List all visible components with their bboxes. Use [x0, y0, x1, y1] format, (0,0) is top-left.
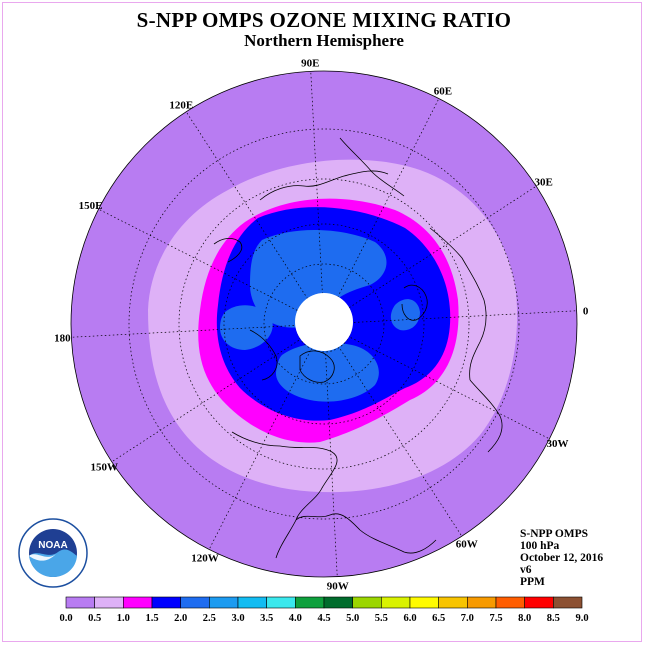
colorbar-tick-label: 6.0	[403, 613, 416, 624]
coastline	[259, 170, 389, 201]
contour-2.0-2.5	[250, 230, 387, 328]
longitude-label: 30W	[546, 438, 568, 450]
longitude-label: 30E	[535, 176, 553, 188]
info-version: v6	[520, 564, 532, 576]
info-date: October 12, 2016	[520, 552, 604, 564]
colorbar-tick-label: 6.5	[432, 613, 445, 624]
contour-2.0-2.5-fourth	[390, 299, 420, 331]
colorbar-swatch	[123, 596, 153, 609]
colorbar-swatch	[237, 596, 267, 609]
page-subtitle: Northern Hemisphere	[244, 31, 404, 50]
colorbar: 0.0 0.5 1.0 1.5 2.0 2.5 3.0 3.5 4.0 4.5 5.0 5.5 6.0 6…	[59, 596, 589, 624]
meridian-line	[111, 340, 300, 463]
colorbar-tick-label: 3.0	[231, 613, 244, 624]
colorbar-tick-label: 1.5	[145, 613, 158, 624]
colorbar-swatch	[94, 596, 124, 609]
latitude-circle	[223, 223, 425, 425]
longitude-labels: 90E 60E 30E 0 30W 60W 90W 120W 150W 180 150E 120E	[54, 57, 589, 592]
colorbar-swatch	[381, 596, 411, 609]
colorbar-tick-label: 3.5	[260, 613, 273, 624]
meridian-line	[98, 208, 298, 311]
map-outline	[70, 70, 578, 578]
coastline	[429, 227, 487, 381]
page-title: S-NPP OMPS OZONE MIXING RATIO	[136, 8, 512, 32]
colorbar-tick-label: 0.0	[59, 613, 72, 624]
colorbar-swatch	[295, 596, 325, 609]
colorbar-tick-label: 2.0	[174, 613, 187, 624]
meridian-line	[340, 348, 463, 537]
info-level: 100 hPa	[520, 540, 560, 552]
contour-2.0-2.5-third	[275, 342, 379, 402]
coastline	[401, 284, 428, 321]
coastline	[469, 379, 503, 453]
meridian-line	[325, 353, 338, 577]
colorbar-tick-label: 8.0	[518, 613, 531, 624]
noaa-logo: NOAA	[18, 518, 88, 588]
longitude-label: 90E	[301, 57, 319, 69]
colorbar-swatch	[65, 596, 95, 609]
colorbar-tick-label: 0.5	[88, 613, 101, 624]
meridian-line	[310, 71, 323, 295]
meridian-line	[337, 98, 440, 298]
colorbar-tick-label: 5.5	[375, 613, 388, 624]
coastlines	[213, 137, 503, 559]
colorbar-swatch	[409, 596, 439, 609]
latitude-circle	[178, 178, 470, 470]
longitude-label: 0	[583, 305, 589, 317]
colorbar-swatch	[553, 596, 583, 609]
longitude-label: 150W	[91, 462, 119, 474]
meridian-line	[350, 337, 550, 440]
latitude-circle	[263, 263, 385, 385]
colorbar-swatch	[524, 596, 554, 609]
colorbar-swatch	[266, 596, 296, 609]
colorbar-swatch	[151, 596, 181, 609]
colorbar-swatch	[352, 596, 382, 609]
meridian-line	[71, 325, 295, 338]
colorbar-swatch	[180, 596, 210, 609]
meridian-line	[208, 350, 311, 550]
longitude-label: 90W	[327, 581, 349, 593]
colorbar-tick-label: 8.5	[547, 613, 560, 624]
info-units: PPM	[520, 576, 545, 588]
colorbar-tick-label: 5.0	[346, 613, 359, 624]
latitude-circle	[128, 128, 520, 520]
map-disc	[71, 71, 577, 577]
colorbar-tick-label: 7.5	[489, 613, 502, 624]
colorbar-tick-label: 1.0	[117, 613, 130, 624]
longitude-label: 60W	[456, 539, 478, 551]
meridian-line	[185, 111, 308, 300]
longitude-label: 150E	[79, 200, 103, 212]
longitude-label: 120W	[191, 552, 219, 564]
colorbar-tick-label: 7.0	[461, 613, 474, 624]
page-frame	[2, 2, 642, 642]
colorbar-tick-label: 2.5	[203, 613, 216, 624]
colorbar-swatch	[467, 596, 497, 609]
longitude-label: 120E	[169, 99, 193, 111]
polar-no-data-hole	[295, 293, 353, 351]
meridian-line	[348, 185, 537, 308]
longitude-label: 180	[54, 333, 71, 345]
colorbar-tick-label: 9.0	[575, 613, 588, 624]
coastline	[295, 513, 437, 554]
colorbar-tick-label: 4.0	[289, 613, 302, 624]
contour-2.0-2.5-second	[220, 305, 273, 350]
coastline	[231, 431, 338, 559]
coastline	[213, 238, 243, 263]
colorbar-tick-label: 4.5	[317, 613, 330, 624]
coastline	[299, 350, 335, 383]
longitude-label: 60E	[434, 86, 452, 98]
colorbar-swatch	[323, 596, 353, 609]
colorbar-swatch	[438, 596, 468, 609]
logo-text: NOAA	[38, 540, 67, 551]
colorbar-swatch	[495, 596, 525, 609]
coastline	[339, 137, 405, 197]
meridian-line	[353, 310, 577, 323]
colorbar-swatch	[209, 596, 239, 609]
coastline	[249, 329, 278, 381]
info-instrument: S-NPP OMPS	[520, 528, 589, 540]
